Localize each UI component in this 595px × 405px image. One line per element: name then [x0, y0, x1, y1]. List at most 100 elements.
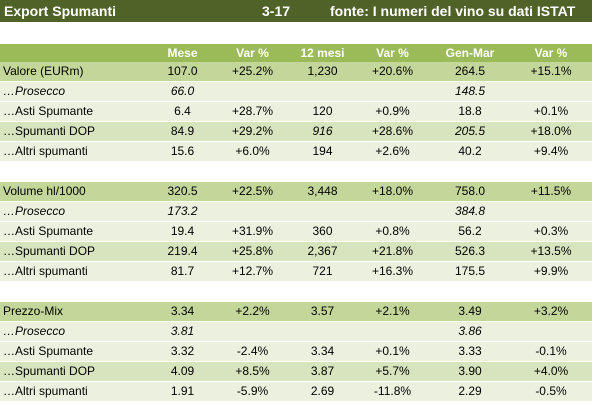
cell-value: 18.8: [458, 104, 482, 118]
sub-row: …Altri spumanti 81.7 +12.7% 721 +16.3% 175.5 +…: [0, 262, 592, 282]
cell-value: 66.0: [170, 84, 195, 98]
cell-value: 3.34: [170, 304, 195, 318]
row-label: …Altri spumanti: [3, 264, 88, 278]
cell-value: 1.91: [170, 384, 195, 398]
column-header: 12 mesi: [300, 46, 345, 60]
cell-value: 3.34: [310, 344, 335, 358]
cell-value: +15.1%: [530, 64, 572, 78]
cell-value: -11.8%: [373, 384, 412, 398]
column-header: Var %: [236, 46, 269, 60]
cell-value: 2.29: [458, 384, 482, 398]
cell-value: 3.57: [310, 304, 335, 318]
cell-value: +8.5%: [235, 364, 270, 378]
cell-value: 1,230: [307, 64, 338, 78]
cell-value: +0.1%: [533, 104, 569, 118]
sub-row: …Altri spumanti 15.6 +6.0% 194 +2.6% 40.2 +9.4…: [0, 142, 592, 162]
cell-value: 173.2: [167, 204, 198, 218]
cell-value: +28.7%: [231, 104, 274, 118]
cell-value: 2.69: [310, 384, 335, 398]
cell-value: +18.0%: [530, 124, 572, 138]
row-label: …Prosecco: [3, 204, 66, 218]
cell-value: +20.6%: [371, 64, 414, 78]
cell-value: +29.2%: [231, 124, 274, 138]
title-bar: Export Spumanti 3-17 fonte: I numeri del…: [0, 0, 592, 22]
cell-value: -0.5%: [535, 384, 567, 398]
column-header-row: Mese Var % 12 mesi Var % Gen-Mar Var %: [0, 44, 592, 64]
row-label: …Prosecco: [3, 84, 66, 98]
row-label: …Altri spumanti: [3, 144, 88, 158]
cell-value: +25.8%: [231, 244, 274, 258]
sub-row: …Prosecco 66.0 148.5: [0, 82, 592, 102]
row-label: …Asti Spumante: [3, 224, 94, 238]
cell-value: 3,448: [307, 184, 338, 198]
cell-value: +21.8%: [371, 244, 414, 258]
cell-value: 3.90: [458, 364, 482, 378]
cell-value: 384.8: [454, 204, 486, 218]
row-label: …Spumanti DOP: [3, 244, 96, 258]
cell-value: 721: [312, 264, 333, 278]
cell-value: +11.5%: [530, 184, 572, 198]
row-label: …Asti Spumante: [3, 104, 94, 118]
column-header: Gen-Mar: [445, 46, 495, 60]
cell-value: 526.3: [454, 244, 486, 258]
cell-value: -0.1%: [535, 344, 567, 358]
cell-value: +4.0%: [533, 364, 569, 378]
cell-value: +2.2%: [235, 304, 270, 318]
row-label: …Spumanti DOP: [3, 364, 96, 378]
cell-value: 2,367: [307, 244, 338, 258]
cell-value: 3.33: [458, 344, 482, 358]
row-label: …Prosecco: [3, 324, 66, 338]
column-header: Mese: [167, 46, 198, 60]
cell-value: +0.8%: [375, 224, 410, 238]
total-row: Prezzo-Mix 3.34 +2.2% 3.57 +2.1% 3.49 +3.2%: [0, 302, 592, 322]
cell-value: 56.2: [458, 224, 482, 238]
cell-value: +5.7%: [375, 364, 410, 378]
row-label: Volume hl/1000: [3, 184, 86, 198]
row-label: …Spumanti DOP: [3, 124, 96, 138]
sub-row: …Prosecco 3.81 3.86: [0, 322, 592, 342]
cell-value: +9.4%: [533, 144, 569, 158]
row-label: Valore (EURm): [3, 64, 84, 78]
cell-value: 120: [312, 104, 333, 118]
cell-value: +12.7%: [231, 264, 274, 278]
cell-value: 758.0: [454, 184, 486, 198]
cell-value: 19.4: [170, 224, 195, 238]
column-header: Var %: [534, 46, 568, 60]
sub-row: …Spumanti DOP 4.09 +8.5% 3.87 +5.7% 3.90 +4.0%: [0, 362, 592, 382]
cell-value: 148.5: [454, 84, 486, 98]
cell-value: +18.0%: [371, 184, 414, 198]
sub-row: …Asti Spumante 3.32 -2.4% 3.34 +0.1% 3.33 -0.1…: [0, 342, 592, 362]
cell-value: -2.4%: [236, 344, 269, 358]
source: fonte: I numeri del vino su dati ISTAT: [330, 3, 576, 19]
cell-value: 3.86: [458, 324, 482, 338]
cell-value: 3.32: [170, 344, 195, 358]
row-label: …Altri spumanti: [3, 384, 88, 398]
cell-value: +0.1%: [375, 344, 410, 358]
cell-value: 3.49: [458, 304, 482, 318]
sub-row: …Prosecco 173.2 384.8: [0, 202, 592, 222]
column-header: Var %: [376, 46, 409, 60]
cell-value: -5.9%: [236, 384, 269, 398]
sub-row: …Asti Spumante 19.4 +31.9% 360 +0.8% 56.2 +0.3…: [0, 222, 592, 242]
cell-value: +2.1%: [375, 304, 410, 318]
sub-row: …Spumanti DOP 84.9 +29.2% 916 +28.6% 205.5 +18…: [0, 122, 592, 142]
cell-value: 15.6: [170, 144, 195, 158]
cell-value: 916: [312, 124, 333, 138]
cell-value: +3.2%: [533, 304, 569, 318]
cell-value: 107.0: [167, 64, 198, 78]
cell-value: +28.6%: [371, 124, 414, 138]
sub-row: …Asti Spumante 6.4 +28.7% 120 +0.9% 18.8 +0.1%: [0, 102, 592, 122]
cell-value: +9.9%: [533, 264, 569, 278]
cell-value: +2.6%: [375, 144, 410, 158]
cell-value: 360: [312, 224, 333, 238]
cell-value: +13.5%: [530, 244, 572, 258]
cell-value: 320.5: [167, 184, 198, 198]
cell-value: 84.9: [170, 124, 195, 138]
cell-value: +16.3%: [371, 264, 414, 278]
cell-value: 175.5: [454, 264, 486, 278]
cell-value: 3.87: [310, 364, 335, 378]
cell-value: 4.09: [170, 364, 195, 378]
cell-value: 219.4: [167, 244, 198, 258]
total-row: Volume hl/1000 320.5 +22.5% 3,448 +18.0% 758.…: [0, 182, 592, 202]
